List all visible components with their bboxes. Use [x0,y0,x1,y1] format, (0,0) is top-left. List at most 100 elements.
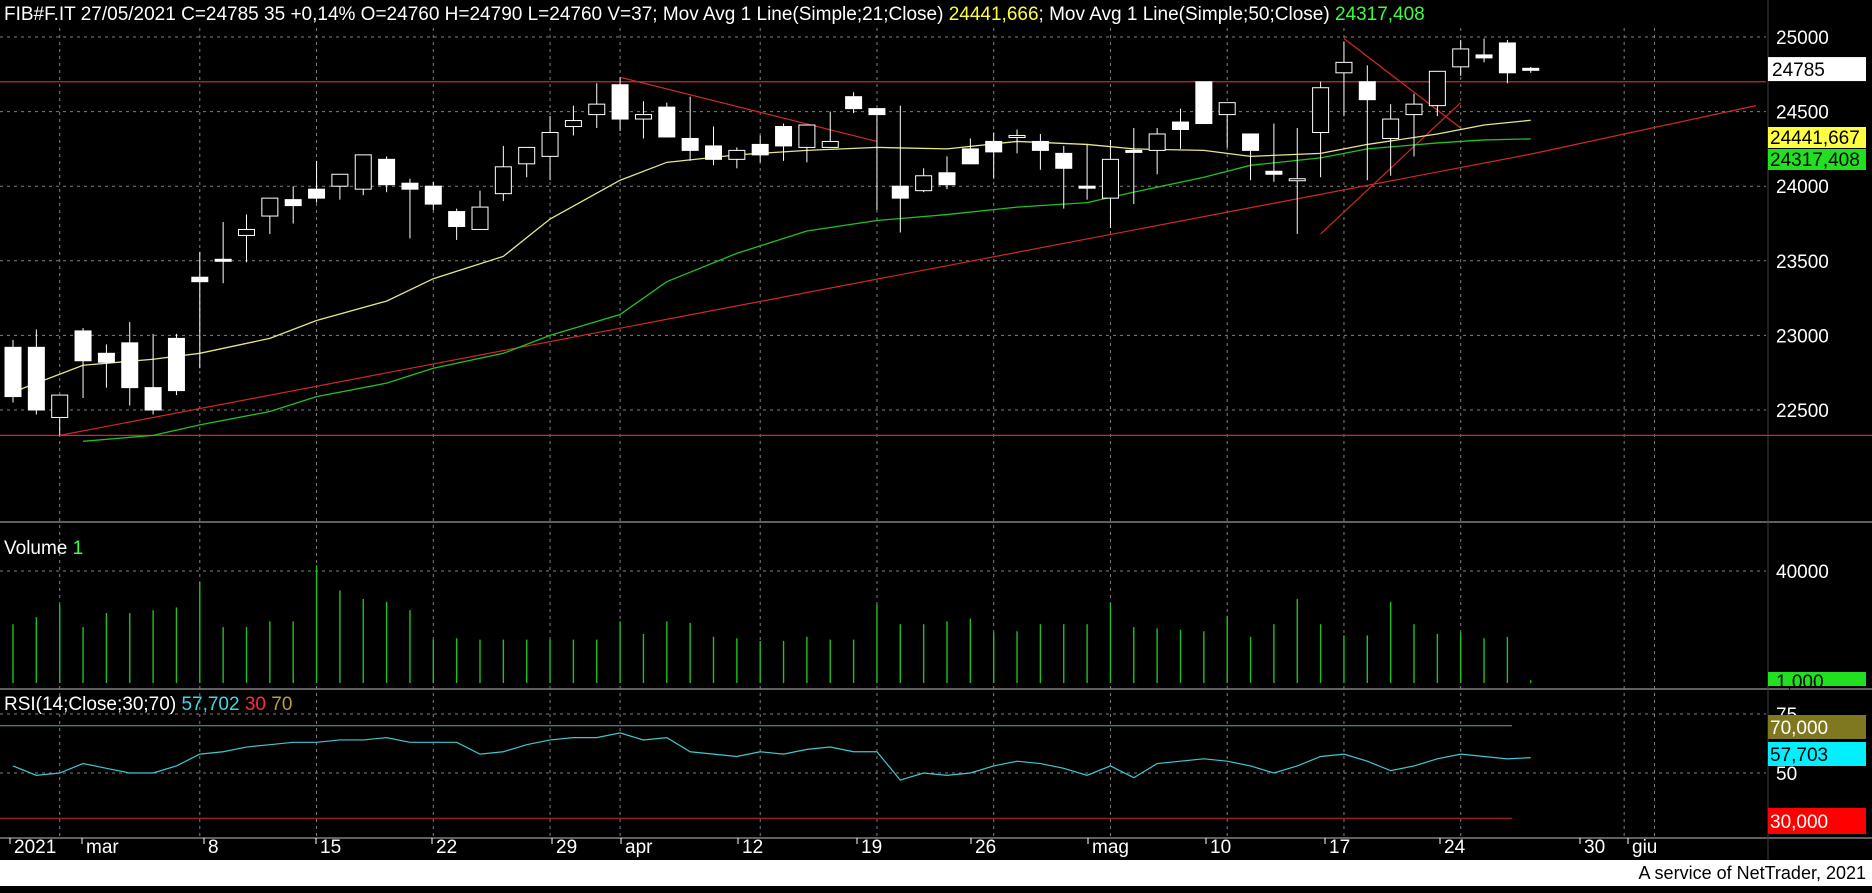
ma2-label: ; Mov Avg 1 Line(Simple;50;Close) [1038,4,1330,25]
candle-body [1031,140,1049,151]
volume-title-value: 1 [72,538,84,559]
candle-body [331,173,349,187]
price-tick-label: 25000 [1776,28,1829,49]
ma21-tag [1768,127,1866,148]
candle-body [448,211,466,227]
candle-body [1382,118,1400,139]
ma2-value: 24317,408 [1334,4,1425,25]
price-tick-label: 23000 [1776,326,1829,347]
candle-body [1312,87,1330,133]
volume-cut-tag [1768,672,1866,686]
time-tick-label: mag [1092,837,1129,858]
candle-body [471,206,489,230]
ma50-line [82,138,1531,442]
uptrend-line [59,153,1531,436]
candle-body [541,131,559,157]
candle-body [728,149,746,160]
candle-body [1265,170,1283,175]
time-tick-label: 10 [1210,837,1231,858]
candle-body [868,108,886,116]
ma50-tag-text: 24317,408 [1770,150,1860,171]
time-tick-label: 19 [861,837,882,858]
candle-body [308,188,326,199]
grid-lines [0,0,1872,862]
candle-body [634,114,652,120]
rsi-70-tag-text: 70,000 [1770,718,1828,739]
price-tick-label: 22500 [1776,401,1829,422]
ma21-line [12,119,1531,393]
price-tick-label: 24500 [1776,103,1829,124]
price-tick-label: 23500 [1776,252,1829,273]
candle-body [938,172,956,186]
candle-body [705,145,722,160]
volume-cut-tag-text: 1,000 [1776,672,1824,693]
time-tick-label: 22 [436,837,457,858]
volume-title: Volume [4,538,68,559]
candle-body [1242,133,1260,151]
volume-tick-label: 40000 [1776,562,1829,583]
time-tick-label: giu [1632,837,1657,858]
candle-body [1288,178,1306,182]
time-tick-label: 26 [975,837,996,858]
volume-bars [12,565,1532,683]
candle-body [1148,133,1166,151]
chart-header: FIB#F.IT 27/05/2021 C=24785 35 +0,14% O=… [4,4,1425,26]
candle-body [74,330,92,362]
candle-body [1335,61,1353,74]
candle-body [144,387,162,411]
sma50-path [82,138,1531,442]
candle-body [424,185,442,205]
time-tick-label: 15 [320,837,341,858]
candle-body [658,106,676,138]
candle-body [1498,42,1516,74]
candle-body [1055,152,1073,169]
ma1-value: 24441,666 [948,4,1039,25]
time-tick-label: 17 [1329,837,1350,858]
candle-body [1078,185,1096,189]
candle-body [845,96,863,110]
candle-body [1218,102,1236,116]
time-tick-label: 24 [1444,837,1466,858]
time-tick-label: apr [625,837,653,858]
candle-body [401,182,419,190]
price-tick-label: 24000 [1776,177,1829,198]
ma21-tag-text: 24441,667 [1770,128,1860,149]
candle-body [354,154,372,190]
downtrend-line [619,76,878,143]
rsi-high: 70 [271,694,293,715]
time-tick-label: mar [86,837,119,858]
trendlines [0,38,1872,819]
candle-body [121,342,139,389]
time-tick-label: 8 [208,837,219,858]
candle-body [1008,134,1026,138]
candle-body [681,137,699,151]
candle-body [891,185,909,199]
candle-body [378,158,396,186]
candle-body [518,146,536,165]
ma1-label: ; Mov Avg 1 Line(Simple;21;Close) [652,4,944,25]
candle-body [261,197,279,217]
ma50-tag [1768,149,1866,170]
rsi-value: 57,702 [181,694,240,715]
symbol-summary: FIB#F.IT 27/05/2021 C=24785 35 +0,14% O=… [4,4,653,25]
candle-body [1475,54,1493,59]
candle-body [775,126,793,147]
candle-body [985,140,1003,153]
time-tick-label: 12 [742,837,763,858]
rsi-tick-label: 50 [1776,764,1797,785]
candle-body [27,346,45,411]
rsi-30-tag-text: 30,000 [1770,812,1828,833]
rsi-low: 30 [244,694,266,715]
candle-body [1358,81,1376,101]
candle-body [821,140,839,148]
candle-body [564,120,582,128]
candle-body [1125,149,1143,153]
rsi-value-tag-text: 57,703 [1770,745,1828,766]
sma21-path [12,119,1531,393]
candle-body [798,124,816,148]
candle-body [961,148,979,165]
candle-body [494,166,512,195]
candle-body [751,143,769,156]
